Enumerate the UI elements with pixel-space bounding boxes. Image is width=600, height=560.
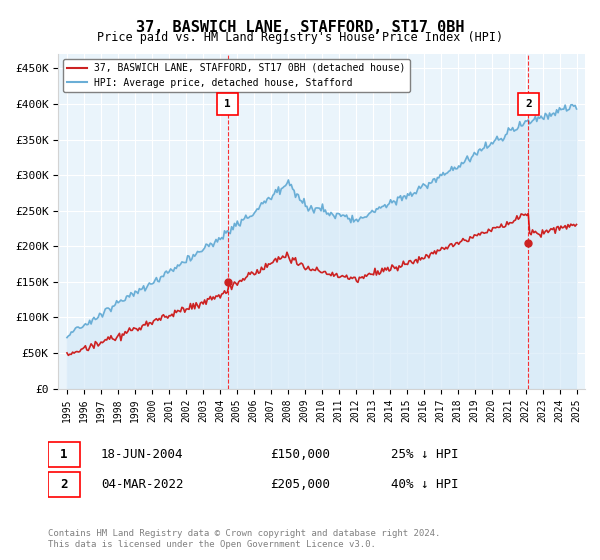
Text: 40% ↓ HPI: 40% ↓ HPI xyxy=(391,478,459,491)
FancyBboxPatch shape xyxy=(48,441,80,467)
Text: 2: 2 xyxy=(525,99,532,109)
Legend: 37, BASWICH LANE, STAFFORD, ST17 0BH (detached house), HPI: Average price, detac: 37, BASWICH LANE, STAFFORD, ST17 0BH (de… xyxy=(64,59,410,92)
Text: £205,000: £205,000 xyxy=(270,478,330,491)
Text: 2: 2 xyxy=(60,478,68,491)
Text: 1: 1 xyxy=(224,99,231,109)
Text: 04-MAR-2022: 04-MAR-2022 xyxy=(101,478,184,491)
Text: Contains HM Land Registry data © Crown copyright and database right 2024.: Contains HM Land Registry data © Crown c… xyxy=(48,529,440,538)
Text: 37, BASWICH LANE, STAFFORD, ST17 0BH: 37, BASWICH LANE, STAFFORD, ST17 0BH xyxy=(136,20,464,35)
Text: Price paid vs. HM Land Registry's House Price Index (HPI): Price paid vs. HM Land Registry's House … xyxy=(97,31,503,44)
FancyBboxPatch shape xyxy=(518,94,539,115)
FancyBboxPatch shape xyxy=(217,94,238,115)
Text: £150,000: £150,000 xyxy=(270,448,330,461)
Text: 1: 1 xyxy=(60,448,68,461)
Text: 25% ↓ HPI: 25% ↓ HPI xyxy=(391,448,459,461)
FancyBboxPatch shape xyxy=(48,472,80,497)
Text: This data is licensed under the Open Government Licence v3.0.: This data is licensed under the Open Gov… xyxy=(48,540,376,549)
Text: 18-JUN-2004: 18-JUN-2004 xyxy=(101,448,184,461)
